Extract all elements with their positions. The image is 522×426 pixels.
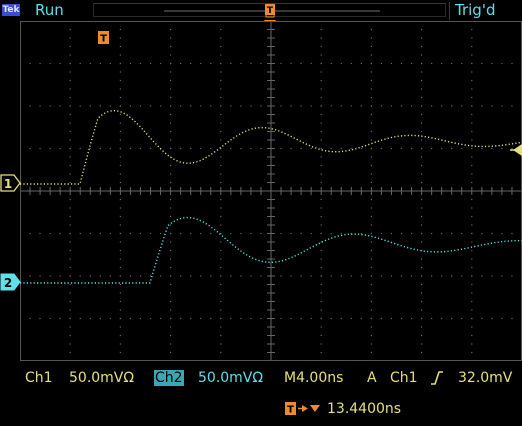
- waveform-display[interactable]: T: [20, 21, 522, 361]
- ch2-waveform: [20, 216, 522, 284]
- ch1-waveform: [20, 109, 522, 185]
- trigger-status: Trig'd: [455, 1, 496, 19]
- trigger-status-box: [449, 2, 522, 20]
- readout-panel: Ch1 50.0mVΩ Ch2 50.0mVΩ M4.00ns A Ch1 32…: [0, 361, 522, 426]
- trigger-mode[interactable]: A: [367, 370, 377, 386]
- svg-text:2: 2: [4, 276, 12, 290]
- svg-text:T: T: [100, 34, 107, 45]
- timebase[interactable]: M4.00ns: [284, 370, 344, 386]
- trigger-delay[interactable]: 13.4400ns: [327, 401, 402, 417]
- ch2-scale[interactable]: 50.0mVΩ: [198, 370, 264, 386]
- trigger-position-glyph: T: [267, 6, 274, 16]
- trigger-point-marker: T: [98, 31, 109, 45]
- top-status-bar: Tek Run Trig'd T: [0, 0, 522, 28]
- rising-edge-icon: [431, 371, 443, 385]
- ch1-scale[interactable]: 50.0mVΩ: [69, 370, 135, 386]
- waveforms: [20, 109, 522, 284]
- acquisition-state: Run: [35, 1, 64, 19]
- trigger-delay-icon: T: [285, 402, 320, 416]
- ch1-label[interactable]: Ch1: [25, 370, 53, 386]
- svg-text:1: 1: [4, 177, 12, 191]
- trigger-level[interactable]: 32.0mV: [458, 370, 513, 386]
- ch2-label[interactable]: Ch2: [154, 370, 184, 386]
- graticule: [20, 21, 522, 361]
- svg-text:T: T: [287, 405, 294, 416]
- tek-logo: Tek: [2, 4, 20, 16]
- ch1-ground-marker[interactable]: 1: [0, 174, 22, 192]
- ch2-ground-marker[interactable]: 2: [0, 273, 22, 291]
- trigger-source[interactable]: Ch1: [390, 370, 418, 386]
